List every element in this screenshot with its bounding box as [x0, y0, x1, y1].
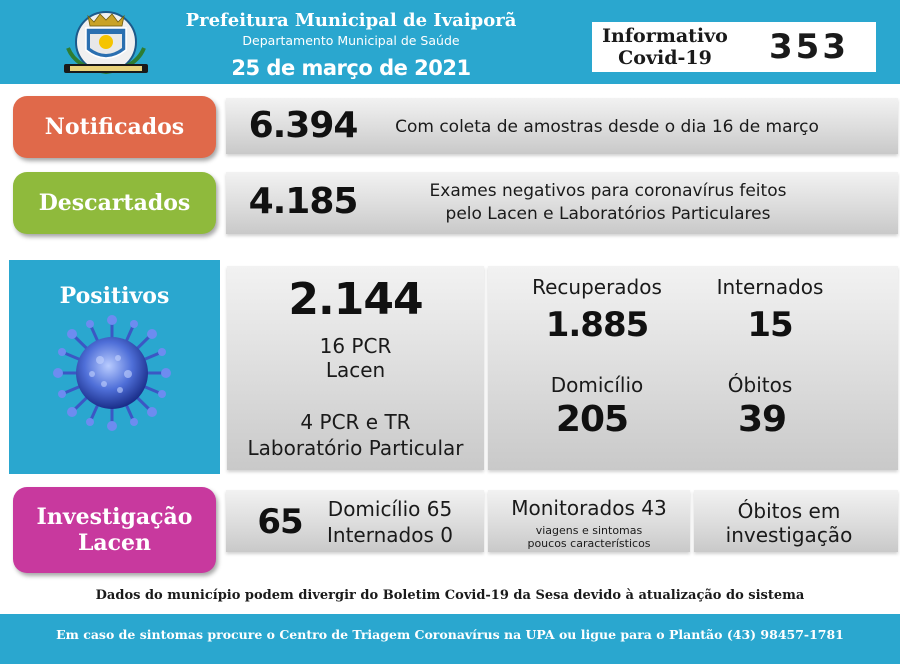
monitorados-note-line2: poucos característicos: [527, 537, 651, 550]
obitos-investigacao-line2: investigação: [725, 523, 853, 547]
descartados-value: 4.185: [248, 181, 359, 222]
descartados-label: Descartados: [13, 172, 216, 234]
coronavirus-icon: [53, 315, 171, 431]
recuperados-value: 1.885: [545, 305, 650, 345]
positivos-total: 2.144: [288, 274, 423, 325]
descartados-description-line2: pelo Lacen e Laboratórios Particulares: [445, 204, 771, 224]
bulletin-label: Informativo Covid-19: [592, 22, 738, 72]
investigacao-domicilio: Domicílio 65: [327, 497, 453, 521]
notificados-label: Notificados: [13, 96, 216, 158]
monitorados-label: Monitorados 43: [511, 496, 667, 520]
municipality-title: Prefeitura Municipal de Ivaiporã: [185, 10, 517, 31]
positivos-label: Positivos: [59, 283, 170, 309]
obitos-investigacao-panel: [694, 490, 898, 552]
footer-bar: [0, 614, 900, 664]
bulletin-number: 353: [769, 27, 849, 67]
investigacao-value: 65: [257, 502, 303, 542]
monitorados-note-line1: viagens e sintomas: [535, 524, 643, 537]
domicilio-label: Domicílio: [550, 373, 644, 397]
positivos-total-panel: [227, 266, 484, 470]
positivos-lacen-line2: Lacen: [325, 358, 386, 382]
internados-label: Internados: [716, 275, 824, 299]
bulletin-label-line1: Informativo: [602, 25, 728, 47]
bulletin-date: 25 de março de 2021: [231, 56, 471, 80]
footer-contact-message: Em caso de sintomas procure o Centro de …: [56, 627, 844, 642]
descartados-panel: [226, 172, 898, 234]
investigacao-internados: Internados 0: [327, 523, 453, 547]
municipal-coat-of-arms-icon: [64, 11, 148, 75]
investigacao-label-line2: Lacen: [77, 530, 152, 556]
notificados-value: 6.394: [248, 105, 359, 146]
obitos-value: 39: [737, 399, 787, 440]
notificados-label-text: Notificados: [44, 114, 185, 140]
positivos-lacen-line1: 16 PCR: [319, 334, 392, 358]
investigacao-label: Investigação Lacen: [13, 487, 216, 573]
positivos-breakdown-panel: [488, 266, 898, 470]
positivos-particular-line2: Laboratório Particular: [247, 436, 464, 460]
obitos-label: Óbitos: [727, 373, 793, 397]
notificados-description: Com coleta de amostras desde o dia 16 de…: [395, 117, 819, 137]
department-subtitle: Departamento Municipal de Saúde: [242, 33, 460, 48]
investigacao-label-line1: Investigação: [36, 504, 193, 530]
bulletin-number-box: [738, 22, 876, 72]
domicilio-value: 205: [555, 399, 629, 440]
investigacao-total-panel: [226, 490, 484, 552]
obitos-investigacao-line1: Óbitos em: [737, 499, 841, 523]
data-disclaimer: Dados do município podem divergir do Bol…: [95, 588, 805, 603]
bulletin-label-line2: Covid-19: [618, 47, 712, 69]
internados-value: 15: [747, 305, 793, 345]
monitorados-panel: [488, 490, 690, 552]
notificados-panel: [226, 98, 898, 154]
descartados-label-text: Descartados: [38, 190, 191, 216]
recuperados-label: Recuperados: [532, 275, 662, 299]
descartados-description-line1: Exames negativos para coronavírus feitos: [429, 181, 787, 201]
positivos-particular-line1: 4 PCR e TR: [300, 410, 411, 434]
